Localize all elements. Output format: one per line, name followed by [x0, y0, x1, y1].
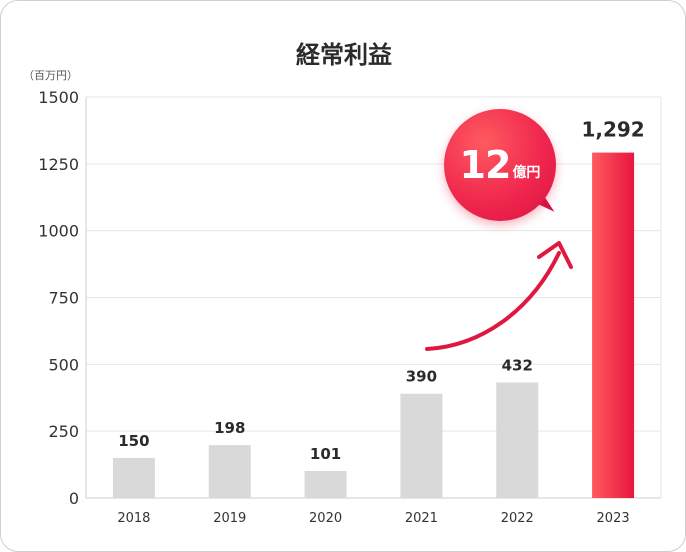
bar-value-label: 432	[502, 357, 533, 375]
bar-value-label: 1,292	[581, 118, 644, 142]
y-axis-unit-label: （百万円）	[23, 69, 78, 82]
bar	[496, 382, 539, 498]
x-tick-label: 2020	[309, 511, 342, 526]
y-tick-label: 0	[69, 489, 79, 508]
bar-value-label: 390	[406, 368, 437, 386]
bar-value-label: 101	[310, 445, 341, 463]
bar-value-label: 150	[118, 432, 149, 450]
x-tick-label: 2022	[501, 511, 534, 526]
callout-value: 12	[459, 143, 512, 187]
x-tick-label: 2023	[597, 511, 630, 526]
y-axis: 0 250 500 750 1000 1250 1500	[38, 88, 79, 508]
bar-value-label: 198	[214, 419, 245, 437]
y-tick-label: 250	[48, 422, 79, 441]
growth-arrow	[425, 251, 561, 351]
value-labels: 150 198 101 390 432 1,292	[118, 118, 644, 463]
y-tick-label: 1000	[38, 222, 79, 241]
y-tick-label: 500	[48, 355, 79, 374]
bar	[208, 445, 251, 498]
chart-title: 経常利益	[296, 41, 392, 69]
y-tick-label: 750	[48, 289, 79, 308]
callout-badge: 12 億円	[444, 109, 556, 221]
y-tick-label: 1500	[38, 88, 79, 107]
growth-arrow-head	[537, 241, 573, 269]
x-tick-label: 2019	[213, 511, 246, 526]
bar	[112, 457, 155, 498]
bar	[304, 470, 347, 498]
x-tick-label: 2018	[117, 511, 150, 526]
bars	[112, 152, 635, 498]
grid-lines	[85, 96, 662, 499]
y-tick-label: 1250	[38, 155, 79, 174]
x-tick-label: 2021	[405, 511, 438, 526]
x-axis: 2018 2019 2020 2021 2022 2023	[117, 511, 629, 526]
bar	[592, 152, 635, 498]
callout-unit: 億円	[512, 165, 541, 181]
bar	[400, 393, 443, 498]
